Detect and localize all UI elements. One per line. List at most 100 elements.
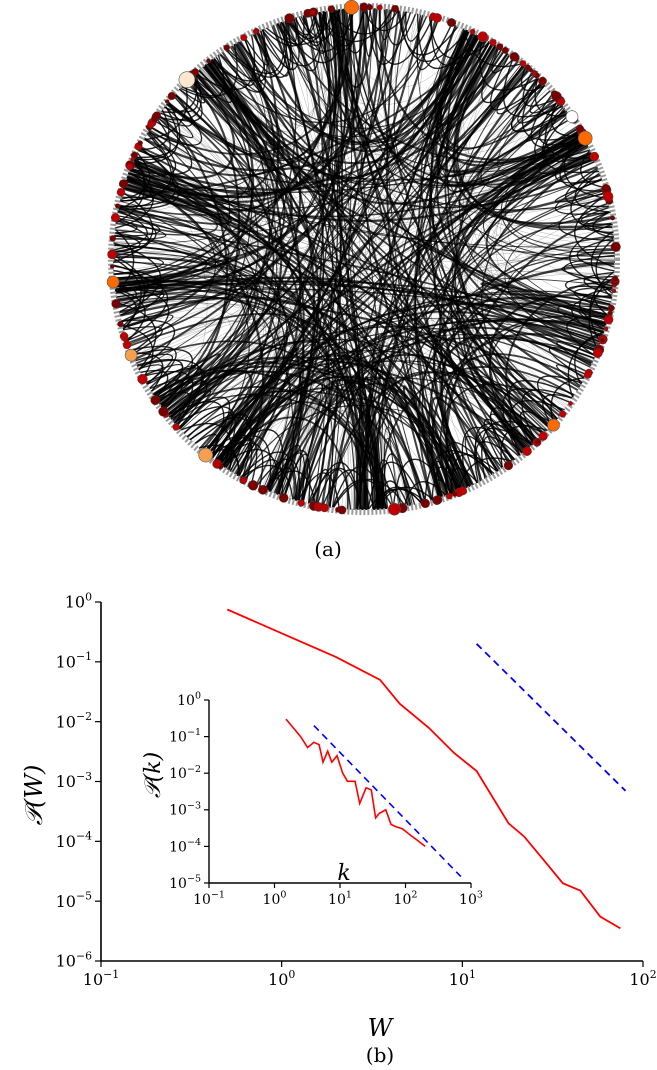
network-node	[172, 423, 180, 431]
network-node	[310, 9, 316, 15]
network-node	[114, 203, 121, 209]
network-node	[253, 28, 259, 35]
network-node	[503, 460, 514, 471]
network-node	[284, 13, 295, 24]
network-node	[116, 188, 126, 197]
network-node	[119, 332, 129, 341]
network-node	[164, 99, 170, 104]
panel-a-label: (a)	[314, 537, 342, 561]
network-node	[538, 76, 547, 86]
network-node	[593, 348, 603, 358]
network-node	[147, 120, 155, 128]
network-node	[559, 410, 567, 418]
y-tick-label: 100	[65, 590, 92, 611]
main-chart: 10−1 100 101 102 100 10−1 10−2 10−3 10−4 10−5 10−6	[56, 590, 657, 989]
x-tick-label: 102	[394, 890, 418, 908]
x-tick-label: 10−1	[193, 890, 225, 908]
network-node	[206, 58, 211, 64]
main-x-axis-label: W	[368, 1014, 395, 1042]
y-tick-label: 10−3	[169, 800, 201, 818]
network-hub-node	[124, 348, 138, 362]
network-hub-node	[106, 275, 120, 289]
network-node	[122, 340, 132, 350]
network-node	[137, 140, 143, 146]
network-edges	[112, 7, 616, 511]
y-tick-label: 10−4	[169, 837, 201, 855]
x-tick-label: 102	[629, 968, 656, 989]
y-tick-label: 10−2	[56, 710, 92, 731]
network-node	[153, 111, 161, 120]
circular-network-graph	[106, 0, 621, 516]
y-tick-label: 10−5	[56, 890, 92, 911]
distribution-line	[226, 608, 621, 930]
network-node	[150, 395, 161, 406]
network-node	[109, 235, 117, 242]
network-node	[532, 71, 537, 76]
network-node	[469, 28, 476, 35]
main-y-axis-label: 𝒫(W)	[20, 765, 48, 826]
network-node	[534, 438, 541, 445]
inset-chart: 10−1 100 101 102 103 100 10−1 10−2 10−3 10−4 10−5	[169, 691, 483, 908]
network-node	[137, 374, 148, 385]
x-tick-label: 100	[263, 890, 287, 908]
network-node	[557, 98, 565, 106]
x-tick-label: 100	[268, 968, 295, 989]
network-node	[589, 151, 599, 162]
network-hub-node	[577, 130, 593, 146]
network-node	[600, 337, 605, 343]
network-node	[109, 264, 115, 269]
y-tick-label: 10−5	[169, 874, 201, 892]
network-ring	[108, 3, 620, 515]
y-tick-label: 100	[177, 691, 201, 709]
network-node	[512, 54, 520, 62]
y-tick-label: 10−4	[56, 830, 92, 851]
network-node	[420, 498, 430, 509]
network-node	[489, 38, 497, 47]
network-node	[328, 6, 333, 12]
network-node	[524, 64, 531, 71]
inset-x-axis-label: k	[337, 861, 350, 886]
power-law-fit-line	[475, 643, 627, 792]
network-node	[612, 275, 619, 282]
network-node	[320, 503, 329, 513]
network-node	[568, 401, 573, 406]
network-node	[520, 60, 527, 67]
network-node	[603, 326, 609, 332]
network-node	[130, 156, 135, 162]
network-hub-node	[178, 71, 196, 88]
network-hub-node	[388, 502, 401, 516]
network-node	[458, 486, 467, 496]
network-node	[258, 484, 268, 495]
network-nodes	[106, 0, 621, 516]
y-tick-label: 10−3	[56, 770, 92, 791]
network-node	[602, 191, 614, 202]
network-node	[611, 288, 617, 294]
y-tick-label: 10−6	[56, 949, 92, 970]
network-node	[214, 460, 221, 468]
network-node	[452, 491, 458, 497]
x-tick-label: 101	[449, 968, 476, 989]
y-tick-label: 10−2	[169, 764, 201, 782]
network-node	[167, 91, 176, 100]
network-node	[610, 215, 615, 221]
network-node	[279, 493, 289, 503]
network-node	[117, 320, 124, 328]
network-node	[446, 492, 453, 500]
network-node	[501, 47, 509, 54]
network-node	[401, 505, 407, 511]
power-law-fit-line	[313, 725, 462, 878]
y-tick-label: 10−1	[169, 727, 201, 745]
network-node	[111, 213, 120, 223]
network-node	[603, 314, 614, 325]
network-node	[118, 179, 128, 189]
network-node	[496, 43, 504, 51]
network-node	[432, 13, 442, 23]
network-node	[449, 19, 456, 27]
network-node	[248, 480, 259, 491]
network-node	[239, 476, 247, 484]
y-tick-label: 10−1	[56, 650, 92, 671]
network-hub-node	[477, 31, 489, 43]
network-hub-node	[547, 418, 560, 432]
inset-y-axis-label: 𝒫(k)	[141, 752, 166, 798]
